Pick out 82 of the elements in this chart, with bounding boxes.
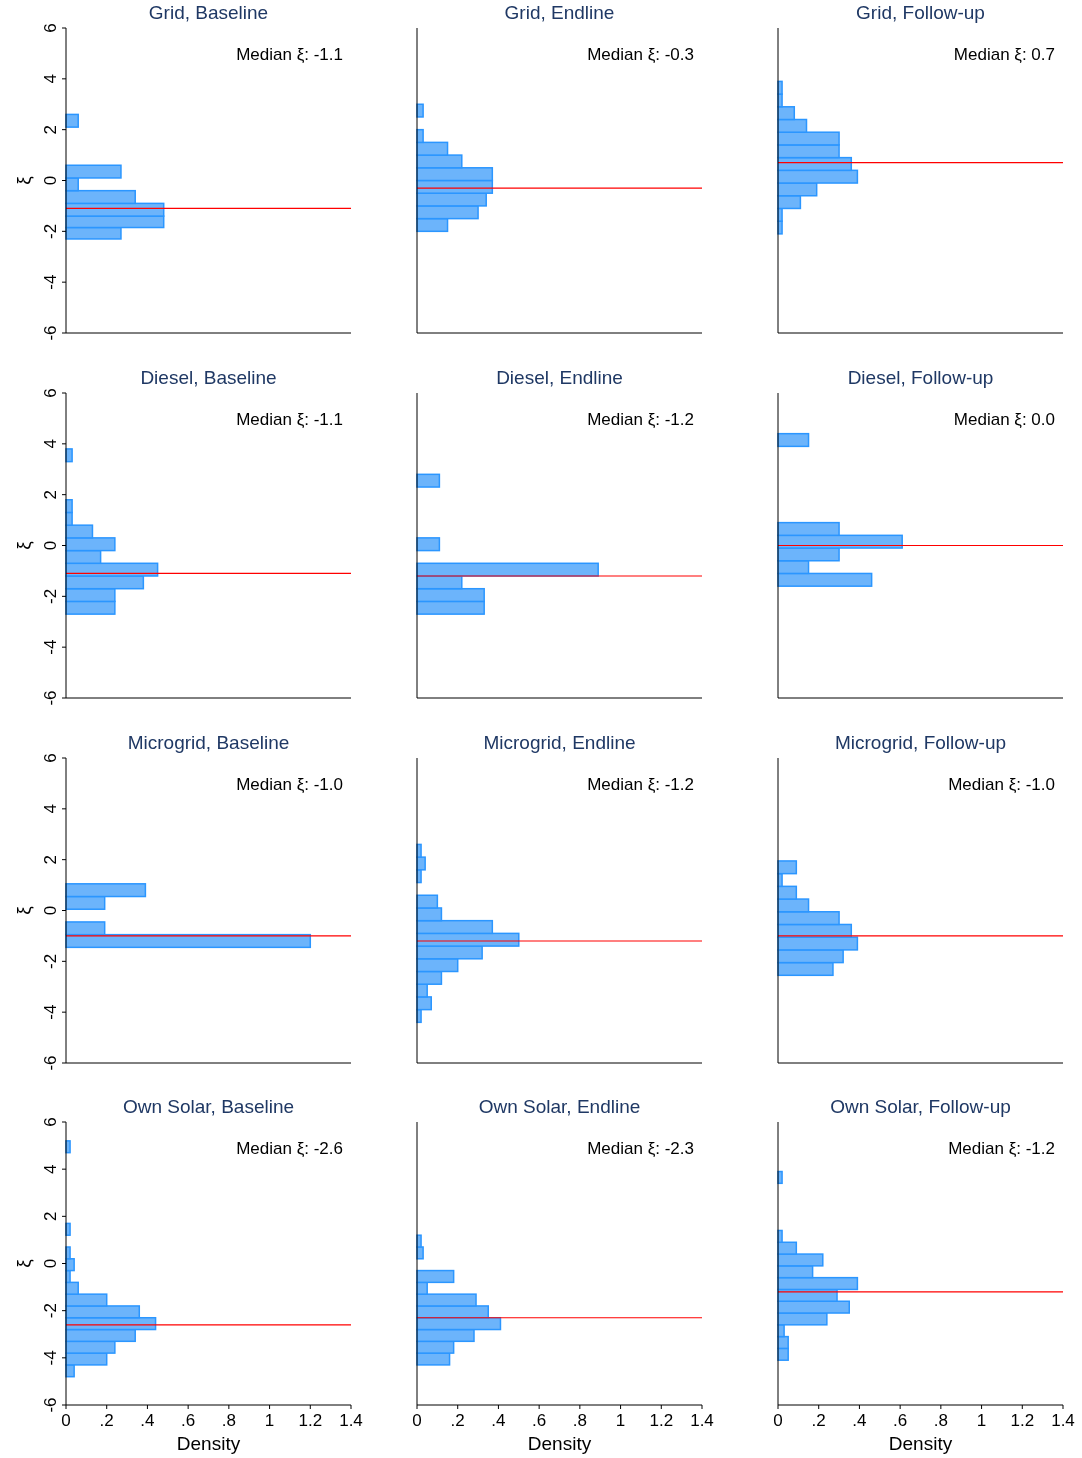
y-tick-label: -6 xyxy=(41,1055,60,1071)
y-tick-label: 6 xyxy=(41,1117,60,1127)
y-tick-label: -4 xyxy=(41,274,60,290)
y-tick-label: 2 xyxy=(41,1211,60,1222)
y-tick-label: 6 xyxy=(41,23,60,33)
x-tick-label: .4 xyxy=(491,1411,506,1430)
x-tick-label: 1.2 xyxy=(649,1411,674,1430)
x-tick-label: .2 xyxy=(99,1411,114,1430)
chart-title: Diesel, Baseline xyxy=(140,367,277,388)
y-tick-label: 6 xyxy=(41,388,60,398)
chart-title: Own Solar, Baseline xyxy=(122,1096,295,1117)
y-axis-title: ξ xyxy=(13,905,34,915)
x-tick-label: .8 xyxy=(933,1411,948,1430)
annotation: Median ξ: -1.2 xyxy=(948,1139,1055,1158)
annotation: Median ξ: -1.2 xyxy=(587,410,694,429)
annotation: Median ξ: -1.2 xyxy=(587,775,694,794)
x-tick-label: 1 xyxy=(976,1411,987,1430)
chart-title: Grid, Follow-up xyxy=(856,2,985,23)
y-axis-title: ξ xyxy=(13,1258,34,1268)
annotation: Median ξ: 0.7 xyxy=(953,45,1055,64)
x-axis-title: Density xyxy=(176,1433,241,1454)
x-tick-label: 1 xyxy=(615,1411,626,1430)
y-tick-label: 2 xyxy=(41,489,60,500)
y-axis-title: ξ xyxy=(13,175,34,185)
chart-title: Diesel, Follow-up xyxy=(847,367,994,388)
y-tick-label: -6 xyxy=(41,325,60,341)
y-tick-label: -2 xyxy=(41,223,60,239)
x-tick-label: 0 xyxy=(773,1411,783,1430)
y-tick-label: 4 xyxy=(41,439,60,449)
x-axis-title: Density xyxy=(888,1433,953,1454)
annotation: Median ξ: -1.0 xyxy=(948,775,1055,794)
y-tick-label: 4 xyxy=(41,74,60,84)
x-tick-label: 0 xyxy=(412,1411,422,1430)
x-tick-label: 1.2 xyxy=(1010,1411,1035,1430)
chart-title: Grid, Baseline xyxy=(148,2,269,23)
x-tick-label: .8 xyxy=(221,1411,236,1430)
y-tick-label: -4 xyxy=(41,639,60,655)
y-tick-label: 4 xyxy=(41,1164,60,1174)
x-tick-label: .6 xyxy=(532,1411,547,1430)
annotation: Median ξ: -1.1 xyxy=(236,410,343,429)
x-axis-title: Density xyxy=(527,1433,592,1454)
annotation: Median ξ: -2.3 xyxy=(587,1139,694,1158)
y-tick-label: -4 xyxy=(41,1004,60,1020)
y-tick-label: -6 xyxy=(41,1397,60,1413)
x-tick-label: .6 xyxy=(893,1411,908,1430)
y-tick-label: 0 xyxy=(41,1258,60,1269)
x-tick-label: 1.4 xyxy=(339,1411,363,1430)
y-tick-label: -2 xyxy=(41,1303,60,1319)
y-tick-label: 2 xyxy=(41,124,60,135)
chart-title: Microgrid, Follow-up xyxy=(834,732,1007,753)
y-tick-label: -2 xyxy=(41,588,60,604)
x-tick-label: .4 xyxy=(140,1411,155,1430)
x-tick-label: 1.2 xyxy=(298,1411,323,1430)
chart-title: Own Solar, Endline xyxy=(478,1096,641,1117)
y-tick-label: 0 xyxy=(41,175,60,186)
x-tick-label: .4 xyxy=(852,1411,867,1430)
x-tick-label: .2 xyxy=(450,1411,465,1430)
x-tick-label: .6 xyxy=(181,1411,196,1430)
x-tick-label: .8 xyxy=(572,1411,587,1430)
y-tick-label: -4 xyxy=(41,1350,60,1366)
y-tick-label: 4 xyxy=(41,804,60,814)
chart-title: Microgrid, Baseline xyxy=(127,732,290,753)
annotation: Median ξ: -1.0 xyxy=(236,775,343,794)
chart-title: Own Solar, Follow-up xyxy=(830,1096,1011,1117)
y-tick-label: 0 xyxy=(41,540,60,551)
y-tick-label: 6 xyxy=(41,753,60,763)
y-axis-title: ξ xyxy=(13,540,34,550)
y-tick-label: 2 xyxy=(41,854,60,865)
annotation: Median ξ: -2.6 xyxy=(236,1139,343,1158)
y-tick-label: -2 xyxy=(41,953,60,969)
y-tick-label: 0 xyxy=(41,905,60,916)
chart-title: Diesel, Endline xyxy=(496,367,623,388)
x-tick-label: 1.4 xyxy=(690,1411,714,1430)
x-tick-label: 1 xyxy=(264,1411,275,1430)
x-tick-label: 1.4 xyxy=(1051,1411,1075,1430)
chart-title: Grid, Endline xyxy=(504,2,615,23)
x-tick-label: .2 xyxy=(811,1411,826,1430)
annotation: Median ξ: -0.3 xyxy=(587,45,694,64)
y-tick-label: -6 xyxy=(41,690,60,706)
annotation: Median ξ: -1.1 xyxy=(236,45,343,64)
annotation: Median ξ: 0.0 xyxy=(953,410,1055,429)
chart-title: Microgrid, Endline xyxy=(483,732,636,753)
